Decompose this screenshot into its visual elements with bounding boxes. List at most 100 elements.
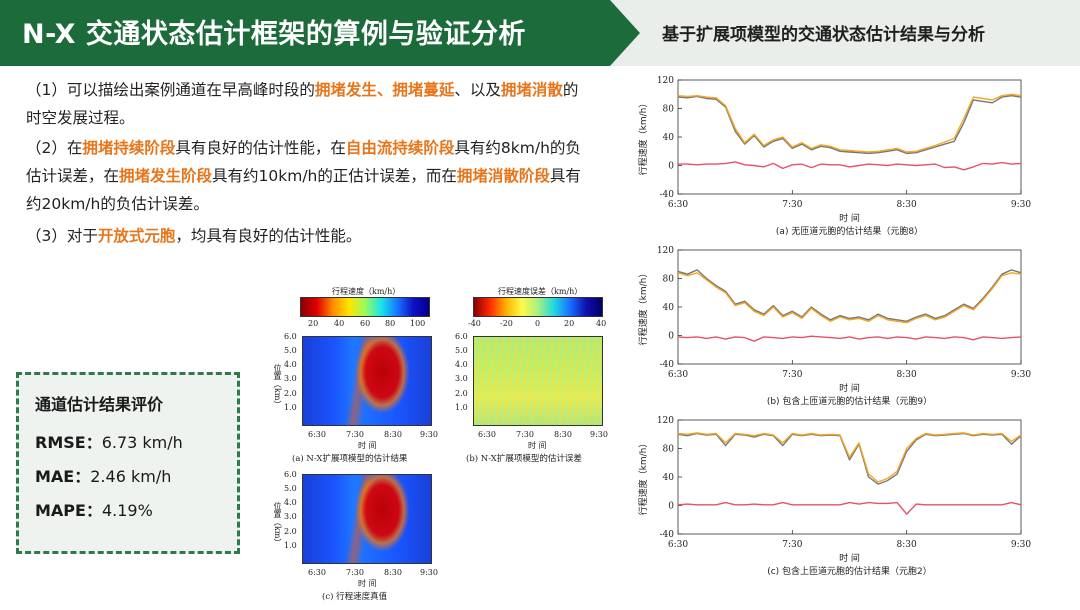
- heatmap-a: [302, 336, 432, 426]
- text: 、以及: [454, 81, 501, 99]
- paragraph-1: （1）可以描绘出案例通道在早高峰时段的拥堵发生、拥堵蔓延、以及拥堵消散的时空发展…: [26, 76, 586, 132]
- y-tick-label: 0: [668, 162, 674, 172]
- metric-value: 4.19%: [101, 501, 153, 520]
- x-tick-label: 7:30: [782, 540, 802, 550]
- x-tick: 7:30: [346, 430, 364, 439]
- x-axis-label: 时 间: [839, 552, 860, 564]
- colorbar-1: [300, 297, 430, 317]
- metric-label: MAPE：: [35, 501, 102, 520]
- series-line-真值: [677, 269, 1022, 323]
- y-tick-label: 80: [663, 445, 675, 455]
- series-line-估计误差: [677, 501, 1022, 515]
- x-tick-label: 8:30: [897, 540, 917, 550]
- y-tick-label: 40: [663, 133, 675, 143]
- x-tick: 9:30: [590, 430, 608, 439]
- colorbar-1-tick: 100: [410, 319, 426, 328]
- y-tick: 5.0: [284, 346, 297, 355]
- y-tick: 1.0: [284, 403, 297, 412]
- x-tick: 9:30: [420, 430, 438, 439]
- metric-label: RMSE：: [35, 433, 102, 452]
- highlight: 拥堵消散: [500, 81, 563, 99]
- evaluation-title: 通道估计结果评价: [35, 395, 164, 414]
- x-axis-label: 时 间: [528, 441, 547, 450]
- text: 具有约20km/h的负估计误差。: [26, 167, 581, 213]
- x-tick: 6:30: [308, 568, 326, 577]
- y-tick: 6.0: [284, 332, 297, 341]
- series-line-估计值: [677, 93, 1022, 153]
- x-axis-label: 时 间: [358, 441, 377, 450]
- y-tick-label: -40: [660, 360, 675, 370]
- y-tick: 4.0: [455, 360, 468, 369]
- evaluation-box: 通道估计结果评价 RMSE：6.73 km/h MAE：2.46 km/h MA…: [16, 372, 240, 554]
- colorbar-1-title: 行程速度（km/h）: [332, 287, 401, 296]
- series-line-估计值: [677, 272, 1022, 324]
- metric-label: MAE：: [35, 467, 91, 486]
- heatmap-b: [473, 336, 603, 426]
- text: （3）对于: [26, 227, 98, 245]
- x-tick: 6:30: [478, 430, 496, 439]
- colorbar-2-tick: -20: [500, 319, 513, 328]
- x-tick-label: 7:30: [782, 200, 802, 210]
- highlight: 拥堵持续阶段: [82, 139, 176, 157]
- y-tick-label: 0: [668, 502, 674, 512]
- y-tick-label: 0: [668, 332, 674, 342]
- y-tick: 2.0: [284, 389, 297, 398]
- rmse-metric: RMSE：6.73 km/h: [35, 429, 183, 453]
- y-tick: 5.0: [455, 346, 468, 355]
- x-tick: 8:30: [384, 568, 402, 577]
- x-tick-label: 9:30: [1011, 540, 1031, 550]
- chart-2-frame: [677, 249, 1022, 365]
- x-tick: 8:30: [384, 430, 402, 439]
- x-tick-label: 6:30: [668, 540, 688, 550]
- colorbar-1-tick: 40: [334, 319, 345, 328]
- text: 具有良好的估计性能，在: [175, 139, 346, 157]
- paragraph-2: （2）在拥堵持续阶段具有良好的估计性能，在自由流持续阶段具有约8km/h的负估计…: [26, 134, 586, 218]
- text: 具有约10km/h的正估计误差，而在: [212, 167, 457, 185]
- series-line-估计值: [677, 432, 1022, 483]
- mae-metric: MAE：2.46 km/h: [35, 463, 171, 487]
- metric-value: 6.73 km/h: [101, 433, 183, 452]
- x-tick: 6:30: [308, 430, 326, 439]
- y-tick: 1.0: [284, 541, 297, 550]
- y-tick-label: -40: [660, 530, 675, 540]
- x-tick: 7:30: [516, 430, 534, 439]
- chart-caption: (b) 包含上匝道元胞的估计结果（元胞9）: [767, 395, 932, 407]
- section-subtitle: 基于扩展项模型的交通状态估计结果与分析: [662, 25, 985, 45]
- text: （1）可以描绘出案例通道在早高峰时段的: [26, 81, 315, 99]
- caption-b: (b) N-X扩展项模型的估计误差: [466, 454, 582, 464]
- y-tick: 2.0: [284, 527, 297, 536]
- series-line-估计误差: [678, 161, 1022, 171]
- y-tick: 6.0: [284, 470, 297, 479]
- y-tick: 6.0: [455, 332, 468, 341]
- colorbar-2-tick: 20: [564, 319, 575, 328]
- y-tick-label: 120: [657, 246, 674, 256]
- y-tick-label: -40: [660, 190, 675, 200]
- y-tick: 1.0: [455, 403, 468, 412]
- colorbar-1-tick: 80: [385, 319, 396, 328]
- colorbar-1-tick: 60: [360, 319, 371, 328]
- y-tick: 3.0: [284, 374, 297, 383]
- colorbar-2: [473, 297, 603, 317]
- y-tick: 4.0: [284, 498, 297, 507]
- x-tick-label: 8:30: [897, 370, 917, 380]
- text: ，均具有良好的估计性能。: [175, 227, 362, 245]
- y-tick-label: 80: [663, 105, 675, 115]
- heatmap-figure: 行程速度（km/h） 20 40 60 80 100 行程速度误差（km/h） …: [270, 282, 620, 607]
- x-axis-label: 时 间: [358, 579, 377, 588]
- x-tick: 7:30: [346, 568, 364, 577]
- page-title: N-X 交通状态估计框架的算例与验证分析: [22, 19, 526, 50]
- y-tick: 4.0: [284, 360, 297, 369]
- x-tick: 8:30: [554, 430, 572, 439]
- y-tick: 3.0: [455, 374, 468, 383]
- highlight: 开放式元胞: [97, 227, 176, 245]
- caption-a: (a) N-X扩展项模型的估计结果: [292, 454, 408, 464]
- colorbar-2-tick: 0: [535, 319, 541, 328]
- text: 的时空发展过程。: [26, 81, 579, 127]
- y-axis-label: 位置（km）: [273, 364, 282, 409]
- y-tick: 2.0: [455, 389, 468, 398]
- y-tick-label: 40: [663, 303, 675, 313]
- heatmap-c: [302, 474, 432, 564]
- x-tick-label: 8:30: [897, 200, 917, 210]
- mape-metric: MAPE：4.19%: [35, 497, 153, 521]
